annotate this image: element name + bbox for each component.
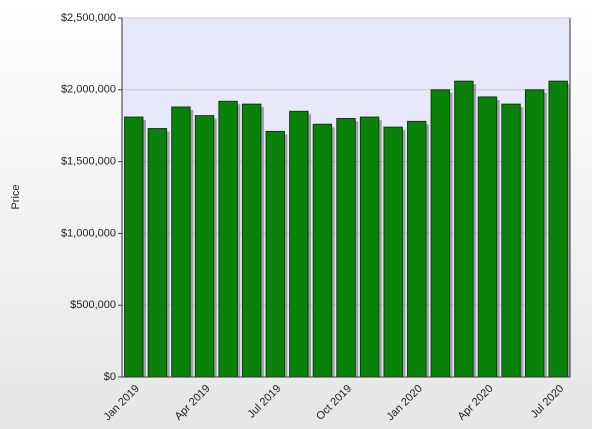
bar xyxy=(171,106,191,378)
bar xyxy=(194,115,215,378)
bar xyxy=(407,120,427,378)
y-tick-label: $500,000 xyxy=(70,299,116,311)
y-tick-label: $2,000,000 xyxy=(61,84,116,96)
bar xyxy=(454,80,474,378)
bar xyxy=(430,89,451,378)
bar xyxy=(359,116,380,378)
y-tick-label: $1,500,000 xyxy=(61,156,116,168)
bar xyxy=(477,96,498,378)
bar xyxy=(548,80,568,378)
bar xyxy=(312,123,333,378)
bar xyxy=(336,118,356,378)
bar xyxy=(289,110,309,378)
y-tick-label: $1,000,000 xyxy=(61,227,116,239)
bar xyxy=(147,128,168,378)
bar xyxy=(218,100,238,378)
bar xyxy=(383,126,403,378)
bar xyxy=(241,103,262,378)
y-axis-label: Price xyxy=(10,184,22,209)
bar xyxy=(124,116,144,378)
bar xyxy=(265,130,285,378)
bar xyxy=(501,103,521,378)
bar xyxy=(524,89,545,378)
y-tick-label: $0 xyxy=(104,371,116,383)
y-tick-label: $2,500,000 xyxy=(61,12,116,24)
